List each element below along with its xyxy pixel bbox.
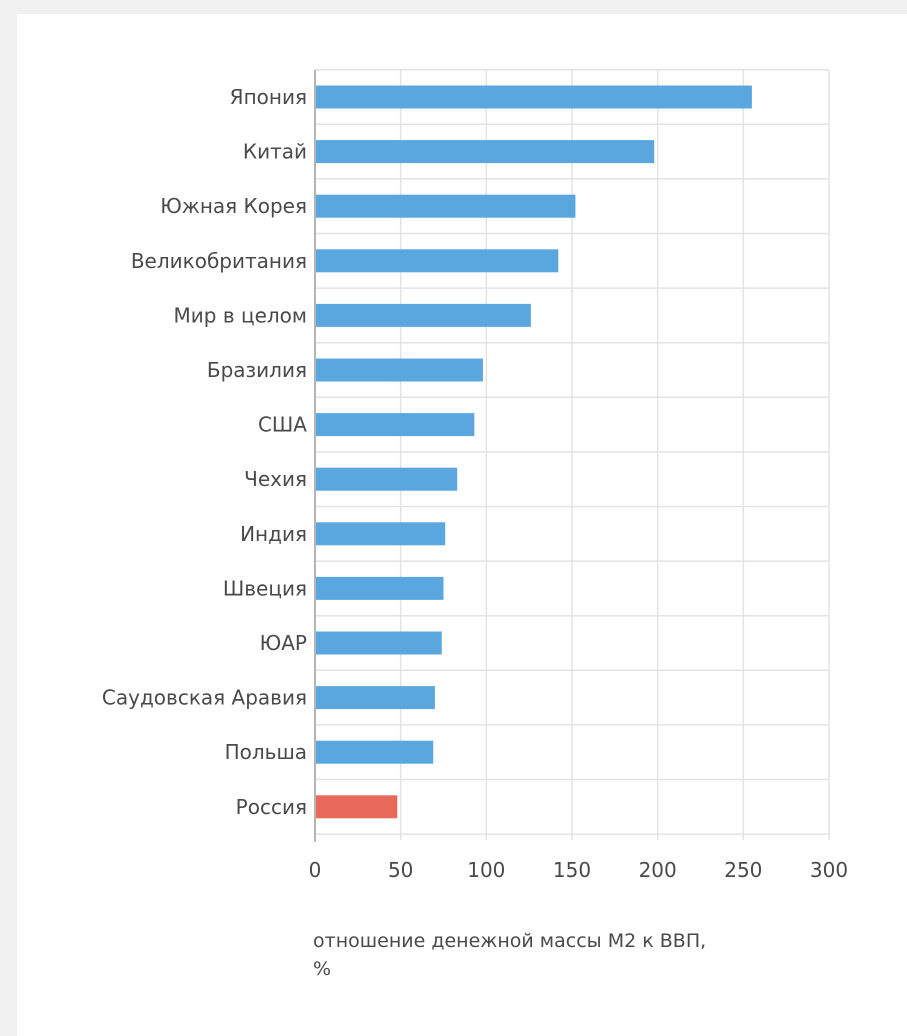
bar — [315, 249, 558, 272]
x-axis-title-line-1: отношение денежной массы М2 к ВВП, — [313, 930, 706, 952]
x-tick-label: 150 — [553, 858, 591, 882]
x-tick-labels: 0 50 100 150 200 250 300 — [309, 858, 848, 882]
bar — [315, 413, 474, 436]
bar — [315, 741, 433, 764]
category-label: Бразилия — [207, 358, 307, 382]
x-tick-label: 200 — [639, 858, 677, 882]
category-label: Южная Корея — [160, 194, 307, 218]
category-label: Польша — [225, 740, 307, 764]
bar — [315, 632, 442, 655]
category-label: Россия — [236, 795, 307, 819]
category-label: Саудовская Аравия — [102, 686, 307, 710]
category-labels: Япония Китай Южная Корея Великобритания Мир … — [102, 85, 307, 819]
bar — [315, 195, 575, 218]
bar — [315, 140, 654, 163]
bar — [315, 304, 531, 327]
bar — [315, 795, 397, 818]
bar — [315, 359, 483, 382]
category-label: США — [258, 413, 307, 437]
bar — [315, 577, 444, 600]
bar — [315, 468, 457, 491]
x-tick-label: 300 — [810, 858, 848, 882]
x-tick-label: 250 — [724, 858, 762, 882]
bar — [315, 522, 445, 545]
x-tick-label: 0 — [309, 858, 322, 882]
x-tick-label: 50 — [388, 858, 413, 882]
category-label: Мир в целом — [174, 303, 307, 327]
bar — [315, 686, 435, 709]
category-label: Индия — [240, 522, 307, 546]
category-label: ЮАР — [260, 631, 307, 655]
bar — [315, 86, 752, 109]
category-label: Япония — [230, 85, 307, 109]
category-label: Китай — [243, 140, 307, 164]
category-label: Швеция — [223, 576, 307, 600]
grid-lines — [315, 70, 829, 840]
x-axis-title-line-2: % — [313, 958, 331, 980]
category-label: Чехия — [244, 467, 307, 491]
category-label: Великобритания — [131, 249, 307, 273]
x-tick-label: 100 — [467, 858, 505, 882]
